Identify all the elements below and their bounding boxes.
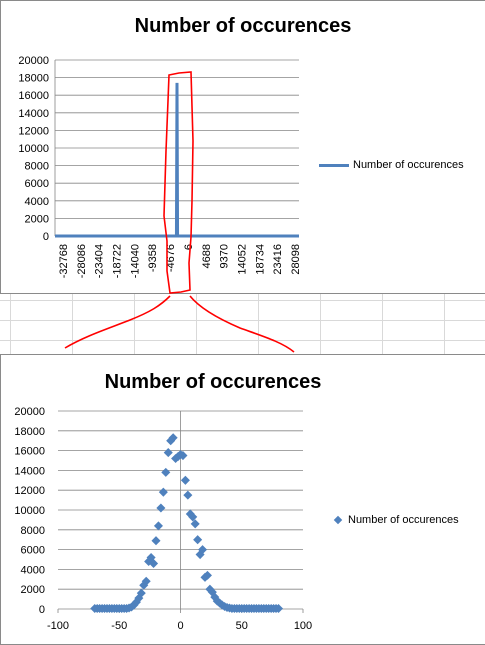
y-tick-label: 20000 <box>14 406 45 418</box>
y-tick-label: 16000 <box>18 90 49 102</box>
y-tick-label: 8000 <box>21 525 45 537</box>
x-tick-label: 50 <box>236 620 248 632</box>
legend: Number of occurences <box>319 159 464 171</box>
x-tick-label: 6 <box>183 244 195 250</box>
legend-diamond-icon <box>333 515 343 525</box>
data-point <box>151 536 161 546</box>
x-tick-label: 14052 <box>236 244 248 275</box>
data-point <box>183 490 193 500</box>
x-tick-label: -50 <box>111 620 127 632</box>
y-tick-label: 4000 <box>21 564 45 576</box>
y-tick-label: 10000 <box>18 143 49 155</box>
data-point <box>161 467 171 477</box>
data-point <box>156 503 166 513</box>
spike-highlight-outline <box>163 71 194 294</box>
data-point <box>136 588 146 598</box>
legend: Number of occurences <box>333 514 459 526</box>
data-point <box>198 545 208 555</box>
y-tick-label: 2000 <box>21 584 45 596</box>
x-tick-label: -18722 <box>112 244 124 278</box>
x-tick-label: -14040 <box>129 244 141 278</box>
series-line <box>55 82 299 238</box>
chart-title: Number of occurences <box>134 15 352 37</box>
chart-title: Number of occurences <box>104 371 322 393</box>
y-tick-label: 10000 <box>14 505 45 517</box>
legend-line-swatch <box>319 163 349 167</box>
y-tick-label: 12000 <box>14 485 45 497</box>
data-point <box>193 535 203 545</box>
y-tick-label: 18000 <box>18 73 49 85</box>
x-tick-label: -100 <box>47 620 69 632</box>
data-point <box>149 558 159 568</box>
data-point <box>153 521 163 531</box>
y-tick-label: 0 <box>43 231 49 243</box>
x-tick-label: -9358 <box>147 244 159 272</box>
scatter-chart-zoomed[interactable]: Number of occurences 0 2000 4000 6000 8000 10… <box>0 354 485 645</box>
y-tick-label: 8000 <box>25 161 49 173</box>
y-tick-label: 6000 <box>25 178 49 190</box>
data-point <box>180 475 190 485</box>
data-point <box>168 433 178 443</box>
y-tick-label: 16000 <box>14 446 45 458</box>
x-tick-label: -32768 <box>58 244 70 278</box>
y-tick-label: 18000 <box>14 426 45 438</box>
y-tick-label: 6000 <box>21 545 45 557</box>
data-point <box>141 576 151 586</box>
x-tick-label: 9370 <box>219 244 231 268</box>
x-tick-label: 4688 <box>201 244 213 268</box>
data-point <box>190 519 200 529</box>
data-point <box>178 451 188 461</box>
line-chart-full-range[interactable]: Number of occurences 0 2000 4000 6000 8000 10… <box>0 0 485 294</box>
data-point <box>158 487 168 497</box>
y-tick-label: 14000 <box>18 108 49 120</box>
data-point <box>202 570 212 580</box>
x-tick-label: 23416 <box>272 244 284 275</box>
y-tick-label: 12000 <box>18 125 49 137</box>
y-tick-label: 20000 <box>18 55 49 67</box>
x-tick-label: 18734 <box>254 244 266 275</box>
y-tick-label: 4000 <box>25 196 49 208</box>
y-tick-label: 0 <box>39 604 45 616</box>
x-tick-label: 28098 <box>290 244 302 275</box>
legend-label: Number of occurences <box>348 514 459 526</box>
data-point <box>163 448 173 458</box>
line-chart-plot: 0 2000 4000 6000 8000 10000 12000 14000 16000 180… <box>18 55 302 294</box>
y-tick-label: 14000 <box>14 465 45 477</box>
x-tick-label: -28086 <box>76 244 88 278</box>
legend-label: Number of occurences <box>353 159 464 171</box>
x-tick-label: -23404 <box>94 244 106 278</box>
x-tick-label: 0 <box>177 620 183 632</box>
scatter-chart-plot: 0 2000 4000 6000 8000 10000 12000 14000 16000 180… <box>14 406 312 632</box>
x-tick-label: 100 <box>294 620 312 632</box>
x-tick-label: -4676 <box>165 244 177 272</box>
y-tick-label: 2000 <box>25 213 49 225</box>
